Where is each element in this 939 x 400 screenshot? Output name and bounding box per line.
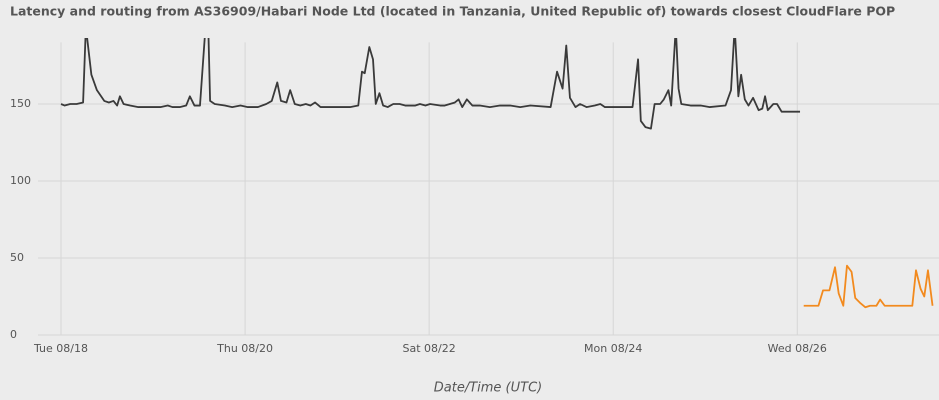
x-axis-label: Date/Time (UTC)	[434, 381, 542, 396]
y-tick-label: 150	[10, 97, 31, 110]
y-tick-label: 100	[10, 174, 31, 187]
x-tick-label: Wed 08/26	[768, 342, 827, 355]
chart-title: Latency and routing from AS36909/Habari …	[10, 4, 895, 19]
y-tick-label: 50	[10, 251, 24, 264]
y-tick-label: 0	[10, 328, 17, 341]
series-line	[803, 264, 934, 309]
x-tick-label: Thu 08/20	[216, 342, 273, 355]
x-tick-label: Sat 08/22	[403, 342, 456, 355]
series-line	[60, 38, 801, 130]
x-tick-label: Mon 08/24	[584, 342, 642, 355]
plot-area	[60, 38, 934, 309]
x-tick-label: Tue 08/18	[33, 342, 88, 355]
grid: 0 50 100 150 Tue 08/18 Thu 08/20 Sat 08/22 Mon …	[10, 42, 939, 355]
